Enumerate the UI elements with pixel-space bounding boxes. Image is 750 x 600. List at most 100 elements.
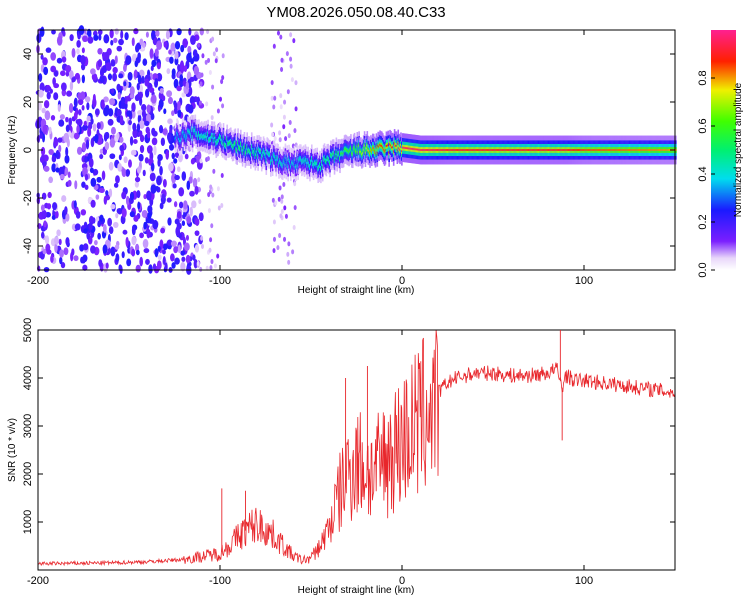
spectrogram-ridge-cell <box>361 153 363 156</box>
spectrogram-noise-cell <box>92 168 99 176</box>
spectrogram-ridge-cell <box>520 149 522 151</box>
spectrogram-ridge-cell <box>559 149 562 151</box>
spectrogram-ridge-cell <box>292 163 295 166</box>
spectrogram-noise-cell <box>199 81 203 87</box>
spectrogram-ridge-cell <box>328 158 330 161</box>
spectrogram-noise-cell <box>171 152 176 160</box>
spectrogram-noise-cell <box>157 245 161 252</box>
spectrogram-ridge-cell <box>523 149 526 151</box>
spectrogram-ridge-cell <box>536 149 539 151</box>
spectrogram-noise-cell <box>92 123 97 132</box>
spectrogram-noise-cell <box>180 63 185 74</box>
x-tick-label: -100 <box>209 275 231 287</box>
spectrogram-ridge-cell <box>592 149 594 151</box>
spectrogram-ridge-cell <box>319 164 321 167</box>
spectrogram-ridge-cell <box>199 135 202 138</box>
spectrogram-ridge-cell <box>374 152 377 155</box>
spectrogram-ridge-cell <box>379 143 381 146</box>
spectrogram-ridge-cell <box>359 150 361 153</box>
spectrogram-ridge-cell <box>410 147 412 150</box>
spectrogram-ridge-cell <box>228 142 230 145</box>
spectrogram-ridge-cell <box>341 152 343 155</box>
spectrogram-noise-cell <box>178 187 185 197</box>
spectrogram-noise-cell <box>280 198 284 204</box>
spectrogram-ridge-cell <box>644 149 646 151</box>
spectrogram-noise-cell <box>280 57 284 63</box>
spectrogram-ridge-cell <box>408 147 410 150</box>
chart-title: YM08.2026.050.08.40.C33 <box>266 4 445 21</box>
spectrogram-noise-cell <box>42 124 48 135</box>
spectrogram-noise-cell <box>107 108 114 117</box>
spectrogram-noise-cell <box>109 153 116 160</box>
spectrogram-ridge-cell <box>262 149 265 152</box>
spectrogram-ridge-cell <box>533 149 536 151</box>
spectrogram-noise-cell <box>278 137 282 143</box>
spectrogram-noise-cell <box>151 127 156 136</box>
spectrogram-noise-cell <box>171 68 176 77</box>
spectrogram-ridge-cell <box>439 149 441 151</box>
spectrogram-noise-cell <box>277 196 281 202</box>
y-tick-label: 4000 <box>22 366 34 390</box>
spectrogram-ridge-cell <box>274 157 277 160</box>
spectrogram-noise-cell <box>150 184 157 194</box>
spectrogram-ridge-cell <box>563 149 566 151</box>
spectrogram-noise-cell <box>274 200 278 206</box>
spectrogram-noise-cell <box>115 175 120 184</box>
spectrogram-noise-cell <box>189 76 195 82</box>
spectrogram-ridge-cell <box>329 161 331 164</box>
spectrogram-noise-cell <box>84 156 88 163</box>
spectrogram-ridge-cell <box>493 149 496 151</box>
spectrogram-noise-cell <box>173 246 179 254</box>
spectrogram-noise-cell <box>44 110 51 121</box>
spectrogram-ridge-cell <box>314 161 317 164</box>
spectrogram-ridge-cell <box>301 160 304 163</box>
spectrogram-noise-cell <box>133 139 138 145</box>
spectrogram-noise-cell <box>170 240 177 247</box>
spectrogram-noise-cell <box>93 34 99 41</box>
spectrogram-noise-cell <box>159 165 163 176</box>
spectrogram-noise-cell <box>204 59 208 65</box>
spectrogram-ridge-cell <box>468 149 471 151</box>
spectrogram-noise-cell <box>176 85 182 92</box>
spectrogram-ridge-cell <box>369 152 371 155</box>
spectrogram-noise-cell <box>174 41 181 50</box>
spectrogram-ridge-cell <box>494 149 497 151</box>
snr-frame <box>37 329 676 571</box>
spectrogram-noise-cell <box>95 194 100 200</box>
spectrogram-ridge-cell <box>640 149 643 151</box>
spectrogram-noise-cell <box>200 72 204 78</box>
spectrogram-ridge-cell <box>190 128 193 131</box>
spectrogram-noise-cell <box>170 42 176 52</box>
spectrogram-ridge-cell <box>552 149 554 151</box>
spectrogram-ridge-cell <box>368 149 370 152</box>
spectrogram-ridge-cell <box>576 149 579 151</box>
y-tick-label: 0 <box>22 147 34 153</box>
spectrogram-ridge-cell <box>532 149 534 151</box>
spectrogram-ridge-cell <box>485 149 488 151</box>
spectrogram-ridge-cell <box>273 154 276 157</box>
spectrogram-noise-cell <box>145 218 152 224</box>
y-tick-label: 20 <box>22 96 34 108</box>
spectrogram-ridge-cell <box>344 148 347 150</box>
spectrogram-noise-cell <box>109 29 114 39</box>
spectrogram-ridge-cell <box>653 149 655 151</box>
spectrogram-ridge-cell <box>363 144 366 147</box>
y-tick-label: 1000 <box>22 510 34 534</box>
spectrogram-noise-cell <box>147 211 152 219</box>
spectrogram-ridge-cell <box>442 149 445 151</box>
spectrogram-noise-cell <box>171 110 175 116</box>
spectrogram-noise-cell <box>64 154 70 164</box>
spectrogram-noise-cell <box>123 64 127 72</box>
spectrogram-noise-cell <box>183 242 190 251</box>
spectrogram-ridge-cell <box>415 148 418 151</box>
spectrogram-ridge-cell <box>595 149 598 151</box>
spectrogram-ridge-cell <box>295 165 298 168</box>
spectrogram-ridge-cell <box>542 149 544 151</box>
spectrogram-noise-cell <box>149 172 156 182</box>
spectrogram-noise-cell <box>159 87 164 94</box>
spectrogram-noise-cell <box>101 99 105 109</box>
spectrogram-ridge-cell <box>276 156 279 159</box>
spectrogram-ridge-cell <box>285 164 288 166</box>
